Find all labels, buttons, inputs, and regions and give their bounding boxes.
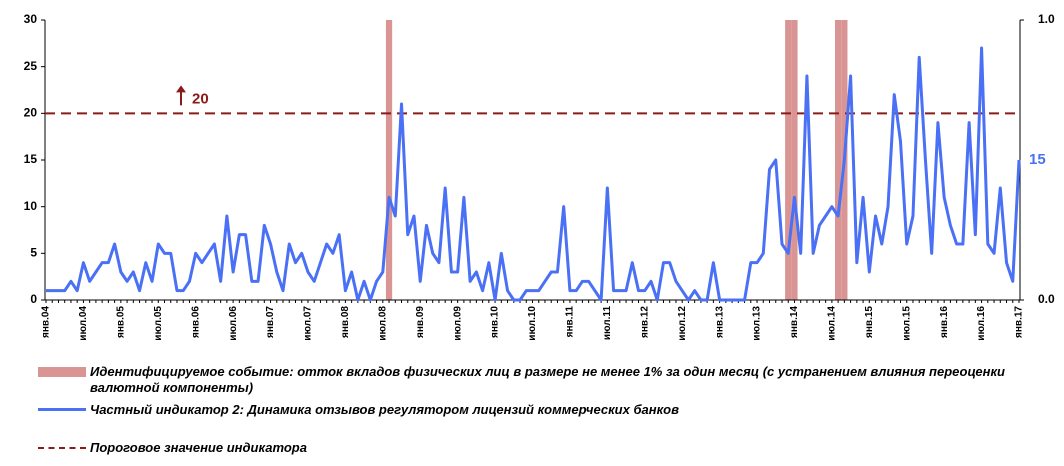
x-tick-label: янв.06 — [190, 306, 201, 338]
indicator-line — [46, 46, 1021, 302]
legend-entry: Частный индикатор 2: Динамика отзывов ре… — [38, 402, 1028, 418]
x-tick-label: июл.15 — [901, 306, 912, 341]
y-tick-label: 10 — [24, 199, 38, 213]
x-tick-label: янв.15 — [864, 306, 875, 338]
legend-entry: Идентифицируемое событие: отток вкладов … — [38, 364, 1028, 396]
x-tick-label: июл.09 — [452, 306, 463, 341]
x-tick-label: июл.13 — [752, 306, 763, 341]
x-tick-label: янв.12 — [639, 306, 650, 338]
x-tick-label: июл.08 — [377, 306, 388, 341]
legend: Идентифицируемое событие: отток вкладов … — [38, 364, 1028, 462]
x-tick-label: янв.17 — [1014, 306, 1025, 338]
y-tick-label: 15 — [24, 152, 38, 166]
y-tick-label: 20 — [24, 106, 38, 120]
x-tick-label: янв.05 — [115, 306, 126, 338]
legend-entry: Пороговое значение индикатора — [38, 440, 1028, 456]
y-tick-label: 30 — [24, 12, 38, 26]
legend-label: Частный индикатор 2: Динамика отзывов ре… — [90, 402, 679, 417]
x-tick-label: июл.14 — [827, 306, 838, 341]
y-tick-label: 25 — [24, 59, 38, 73]
x-tick-label: июл.05 — [153, 306, 164, 341]
y-tick-label: 0 — [30, 292, 37, 306]
x-tick-label: июл.10 — [527, 306, 538, 341]
x-tick-label: янв.04 — [41, 306, 52, 338]
legend-swatch-bar — [38, 367, 86, 377]
x-tick-label: июл.16 — [976, 306, 987, 341]
threshold-label: 20 — [192, 90, 209, 107]
x-tick-label: янв.07 — [265, 306, 276, 338]
legend-swatch-threshold — [38, 440, 86, 454]
x-tick-label: янв.11 — [565, 306, 576, 338]
x-tick-label: июл.11 — [602, 306, 613, 341]
event-bar — [791, 20, 798, 300]
x-tick-label: янв.13 — [714, 306, 725, 338]
x-tick-label: июл.04 — [78, 306, 89, 341]
x-tick-label: янв.14 — [789, 306, 800, 338]
legend-swatch-line — [38, 402, 86, 416]
x-tick-label: июл.07 — [303, 306, 314, 341]
x-tick-label: янв.08 — [340, 306, 351, 338]
threshold-arrowhead — [176, 85, 186, 93]
chart: 0 5 10 15 20 25 30 0.0 1.0 янв.04 июл.04 янв.05 июл.… — [24, 12, 1055, 341]
legend-label: Пороговое значение индикатора — [90, 440, 307, 455]
y-tick-label: 5 — [30, 246, 37, 260]
event-bar — [835, 20, 842, 300]
y2-tick-label: 1.0 — [1038, 12, 1055, 26]
x-tick-label: янв.09 — [415, 306, 426, 338]
x-tick-label: янв.16 — [939, 306, 950, 338]
y2-tick-label: 0.0 — [1038, 292, 1055, 306]
end-value-label: 15 — [1029, 151, 1046, 168]
x-tick-label: янв.10 — [490, 306, 501, 338]
event-bar — [785, 20, 792, 300]
legend-label: Идентифицируемое событие: отток вкладов … — [90, 364, 1005, 395]
event-bar — [385, 20, 393, 300]
x-tick-label: июл.06 — [228, 306, 239, 341]
x-tick-label: июл.12 — [677, 306, 688, 341]
